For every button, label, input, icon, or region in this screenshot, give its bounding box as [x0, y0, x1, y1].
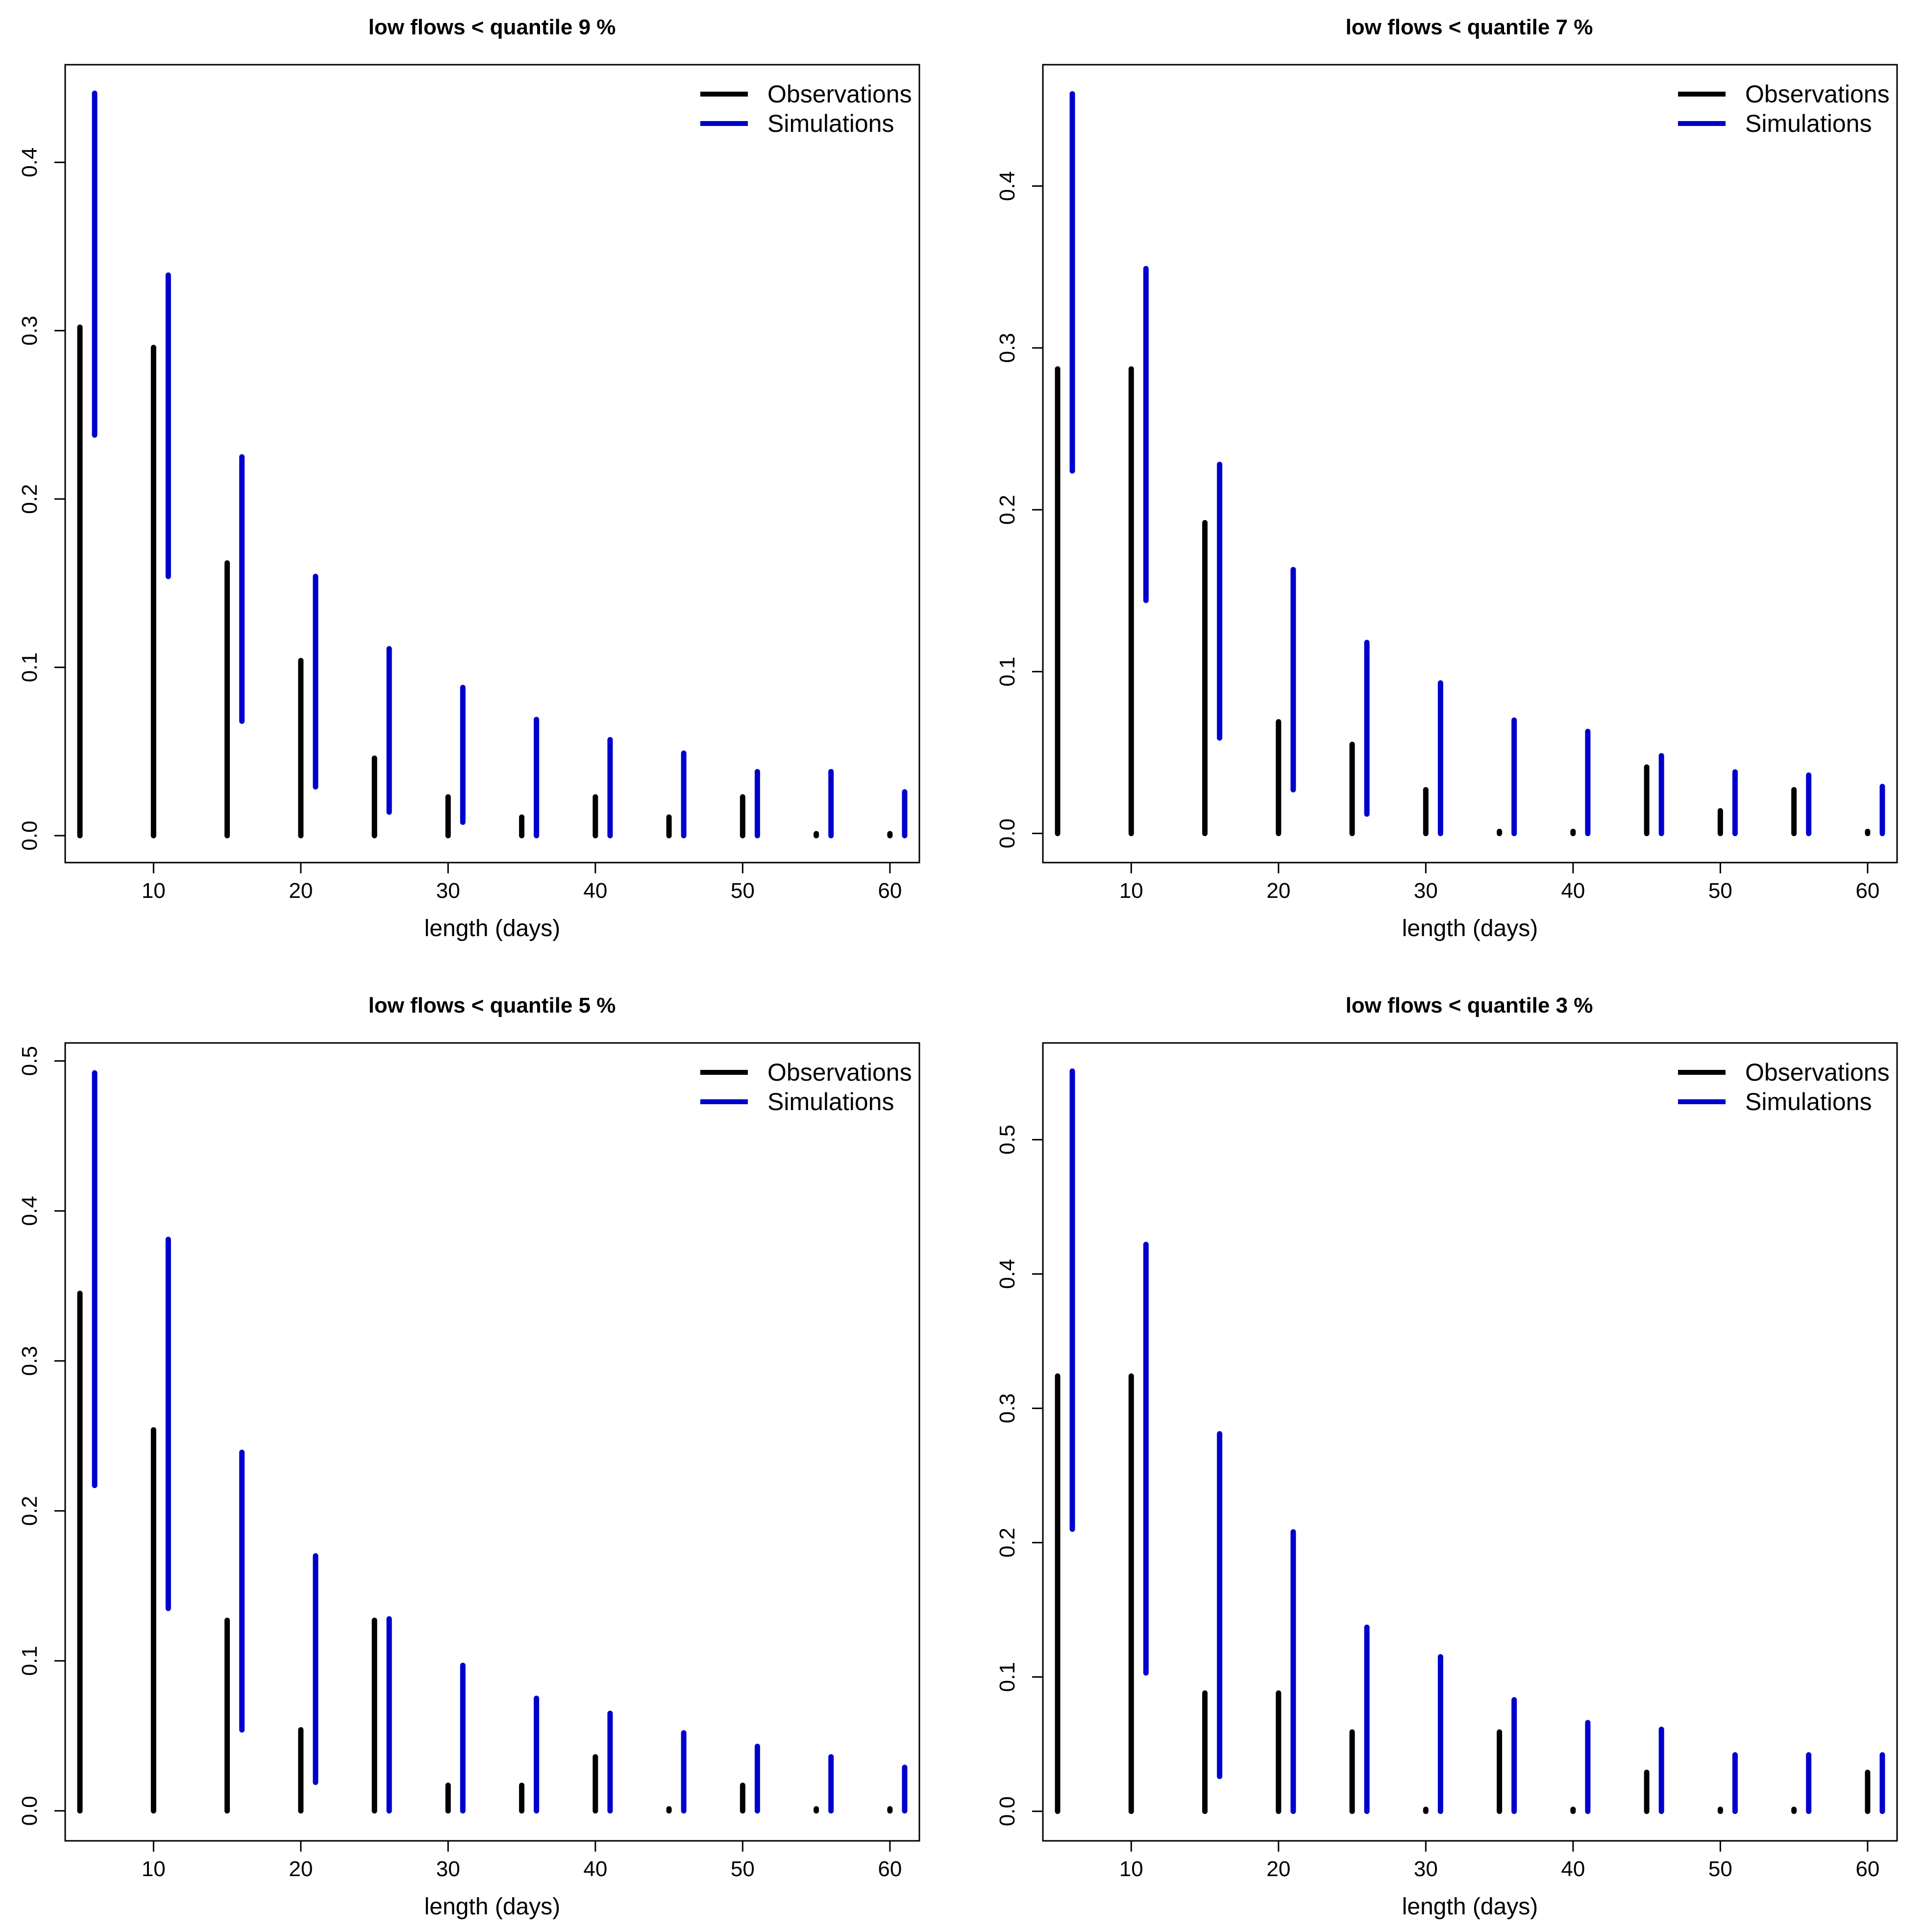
y-tick-label: 0.3	[995, 333, 1019, 363]
x-tick-label: 40	[583, 1857, 607, 1881]
y-tick-label: 0.4	[995, 1259, 1019, 1289]
x-axis-label: length (days)	[424, 1894, 560, 1920]
x-tick-label: 50	[731, 879, 755, 903]
y-tick-label: 0.1	[995, 657, 1019, 687]
y-tick-label: 0.4	[18, 148, 42, 177]
y-tick-label: 0.0	[18, 1796, 42, 1826]
x-tick-label: 10	[142, 879, 166, 903]
x-tick-label: 30	[1414, 879, 1438, 903]
chart-title: low flows < quantile 7 %	[1346, 15, 1593, 39]
x-tick-label: 30	[436, 879, 460, 903]
chart-title: low flows < quantile 5 %	[369, 993, 616, 1017]
x-tick-label: 20	[289, 879, 313, 903]
x-tick-label: 10	[142, 1857, 166, 1881]
x-tick-label: 10	[1119, 879, 1143, 903]
x-tick-label: 60	[1855, 1857, 1879, 1881]
x-tick-label: 50	[1708, 1857, 1732, 1881]
x-tick-label: 20	[1266, 879, 1290, 903]
chart-panel-1: low flows < quantile 9 % 10 20 30 40 50 60 leng…	[18, 15, 920, 941]
y-tick-label: 0.4	[995, 171, 1019, 201]
y-tick-label: 0.3	[18, 1346, 42, 1376]
y-tick-label: 0.5	[995, 1125, 1019, 1155]
chart-title: low flows < quantile 3 %	[1346, 993, 1593, 1017]
chart-panel-2: low flows < quantile 7 % 10 20 30 40 50 60 leng…	[995, 15, 1898, 941]
y-tick-label: 0.2	[18, 484, 42, 514]
chart-panel-4: low flows < quantile 3 % 10 20 30 40 50 60 leng…	[995, 993, 1898, 1920]
x-tick-label: 60	[1855, 879, 1879, 903]
x-tick-label: 60	[878, 1857, 902, 1881]
x-tick-label: 20	[289, 1857, 313, 1881]
legend-label: Observations	[1745, 1059, 1890, 1086]
x-tick-label: 60	[878, 879, 902, 903]
y-tick-label: 0.0	[18, 820, 42, 850]
x-axis-label: length (days)	[424, 916, 560, 941]
legend-label: Observations	[767, 80, 912, 108]
plot-frame	[1042, 64, 1898, 864]
legend-label: Simulations	[1745, 1088, 1872, 1115]
chart-panel-3: low flows < quantile 5 % 10 20 30 40 50 60 leng…	[18, 993, 920, 1920]
x-tick-label: 20	[1266, 1857, 1290, 1881]
y-tick-label: 0.0	[995, 1796, 1019, 1826]
plot-frame	[64, 64, 920, 864]
y-tick-label: 0.2	[18, 1496, 42, 1526]
y-tick-label: 0.2	[995, 495, 1019, 525]
y-tick-label: 0.1	[18, 1646, 42, 1676]
x-tick-label: 50	[731, 1857, 755, 1881]
x-tick-label: 40	[1561, 1857, 1585, 1881]
legend-label: Simulations	[1745, 110, 1872, 137]
y-tick-label: 0.1	[995, 1662, 1019, 1692]
legend-label: Simulations	[767, 110, 894, 137]
y-tick-label: 0.3	[995, 1393, 1019, 1423]
y-tick-label: 0.2	[995, 1528, 1019, 1558]
x-axis-label: length (days)	[1402, 916, 1538, 941]
legend-label: Observations	[1745, 80, 1890, 108]
legend-label: Observations	[767, 1059, 912, 1086]
x-tick-label: 30	[436, 1857, 460, 1881]
y-tick-label: 0.1	[18, 652, 42, 682]
chart-title: low flows < quantile 9 %	[369, 15, 616, 39]
x-tick-label: 40	[583, 879, 607, 903]
y-tick-label: 0.4	[18, 1196, 42, 1226]
x-tick-label: 10	[1119, 1857, 1143, 1881]
x-tick-label: 40	[1561, 879, 1585, 903]
y-tick-label: 0.3	[18, 316, 42, 346]
x-axis-label: length (days)	[1402, 1894, 1538, 1920]
x-tick-label: 30	[1414, 1857, 1438, 1881]
y-tick-label: 0.5	[18, 1046, 42, 1076]
x-tick-label: 50	[1708, 879, 1732, 903]
legend-label: Simulations	[767, 1088, 894, 1115]
plot-frame	[1042, 1042, 1898, 1842]
plot-frame	[64, 1042, 920, 1842]
y-tick-label: 0.0	[995, 818, 1019, 848]
